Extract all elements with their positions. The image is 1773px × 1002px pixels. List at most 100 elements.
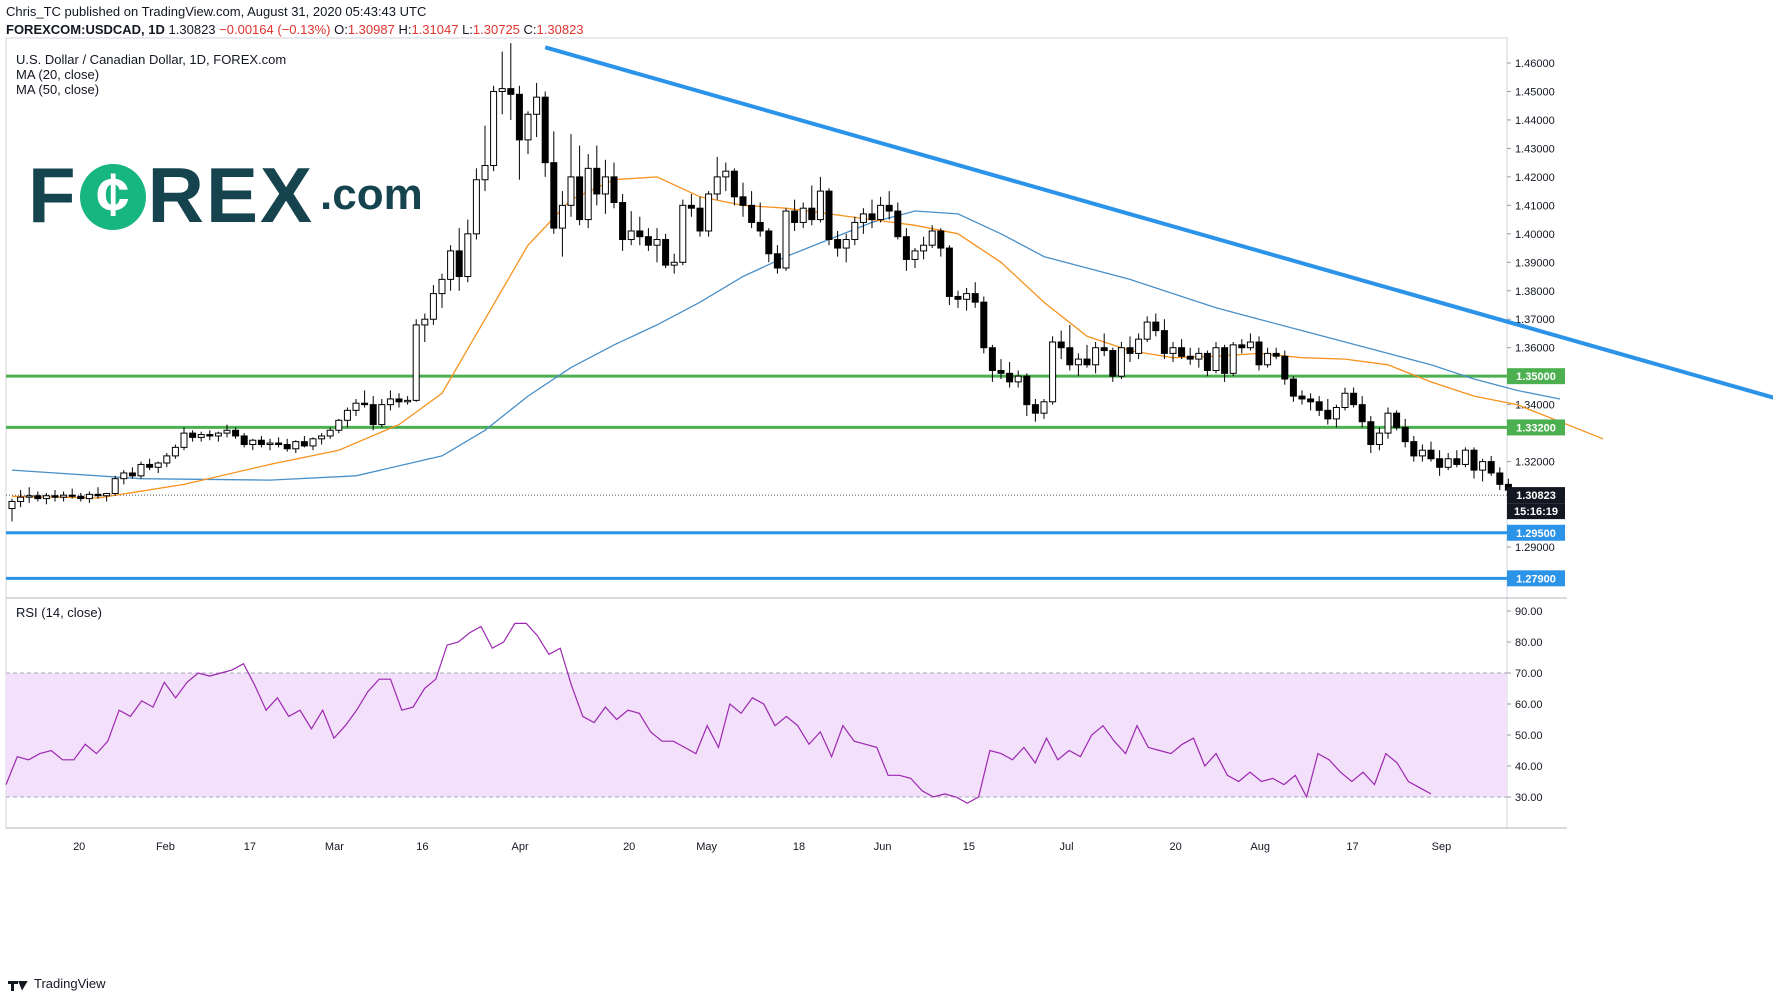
candle-body — [1203, 352, 1211, 371]
candle-body — [1160, 330, 1168, 354]
tradingview-footer[interactable]: TradingView — [8, 976, 106, 991]
candle-body — [1083, 358, 1091, 366]
rsi-tick-label: 80.00 — [1515, 637, 1543, 649]
instrument-title: U.S. Dollar / Canadian Dollar, 1D, FOREX… — [16, 52, 287, 67]
candle-body — [859, 213, 867, 223]
price-tick-label: 1.43000 — [1515, 143, 1555, 155]
rsi-tick-label: 70.00 — [1515, 668, 1543, 680]
candle-body — [240, 435, 248, 446]
candle-body — [447, 250, 455, 280]
candle-body — [343, 409, 351, 421]
time-tick-label: Mar — [325, 841, 344, 853]
candle-body — [825, 190, 833, 241]
candle-body — [51, 495, 59, 498]
candle-body — [214, 432, 222, 437]
tradingview-brand: TradingView — [34, 976, 106, 991]
candle-body — [1040, 401, 1048, 414]
candle-body — [515, 93, 523, 141]
candle-body — [300, 441, 308, 447]
candle-body — [111, 478, 119, 494]
candle-body — [1461, 449, 1469, 465]
candle-body — [395, 398, 403, 403]
candle-body — [894, 210, 902, 238]
candle-body — [885, 204, 893, 212]
candle-body — [1212, 347, 1220, 371]
low-label: L: — [462, 22, 473, 37]
candle-body — [1195, 352, 1203, 360]
candle-body — [928, 230, 936, 246]
candle-body — [1453, 458, 1461, 465]
candle-body — [1401, 426, 1409, 443]
candle-body — [773, 253, 781, 269]
candle-body — [1444, 458, 1452, 468]
candle-body — [275, 442, 283, 446]
candle-body — [687, 204, 695, 209]
publisher-line: Chris_TC published on TradingView.com, A… — [6, 4, 427, 19]
logo-rex: REX — [147, 151, 315, 239]
candle-body — [662, 239, 670, 266]
price-tick-label: 1.37000 — [1515, 314, 1555, 326]
candle-body — [421, 318, 429, 326]
rsi-legend: RSI (14, close) — [16, 605, 102, 620]
candle-body — [464, 233, 472, 278]
candle-body — [902, 236, 910, 260]
candle-body — [146, 463, 154, 468]
candle-body — [541, 96, 549, 164]
candle-body — [481, 164, 489, 181]
price-tick-label: 1.45000 — [1515, 86, 1555, 98]
price-tick-label: 1.40000 — [1515, 229, 1555, 241]
close-value: 1.30823 — [536, 22, 584, 37]
candle-body — [171, 446, 179, 457]
price-tick-label: 1.42000 — [1515, 172, 1555, 184]
forex-logo: F ¢ REX .com — [28, 156, 423, 234]
candle-body — [1324, 409, 1332, 420]
ma50-line — [11, 210, 1561, 481]
candle-body — [971, 293, 979, 303]
price-tag — [1507, 503, 1565, 520]
high-label: H: — [398, 22, 412, 37]
time-tick-label: 17 — [244, 841, 256, 853]
candle-body — [1023, 375, 1031, 406]
price-tag-label: 15:16:19 — [1514, 506, 1558, 518]
price-tag — [1507, 524, 1565, 541]
candle-body — [77, 495, 85, 500]
candle-body — [1246, 341, 1254, 349]
candle-body — [1307, 398, 1315, 403]
candle-body — [1066, 347, 1074, 366]
candle-body — [8, 500, 16, 510]
time-tick-label: Jun — [874, 841, 892, 853]
candle-body — [1074, 358, 1082, 366]
price-tick-label: 1.29000 — [1515, 542, 1555, 554]
rsi-tick-label: 40.00 — [1515, 761, 1543, 773]
candle-body — [1315, 401, 1323, 411]
time-tick-label: Sep — [1432, 841, 1452, 853]
time-tick-label: Jul — [1060, 841, 1074, 853]
low-value: 1.30725 — [472, 22, 520, 37]
candle-body — [1100, 347, 1108, 352]
candle-body — [610, 176, 618, 204]
symbol: FOREXCOM:USDCAD, 1D — [6, 22, 165, 37]
candle-body — [60, 494, 68, 498]
candle-body — [920, 244, 928, 252]
candle-body — [1470, 449, 1478, 471]
candle-body — [1255, 341, 1263, 366]
logo-o-coin-icon: ¢ — [79, 161, 146, 230]
candle-body — [25, 495, 33, 498]
candle-body — [1496, 472, 1504, 485]
rsi-band — [6, 673, 1507, 797]
candle-body — [34, 495, 42, 500]
candle-body — [163, 455, 171, 464]
candle-body — [679, 204, 687, 263]
candle-body — [937, 230, 945, 249]
candle-body — [1143, 321, 1151, 340]
candle-body — [1341, 392, 1349, 408]
price-tag — [1507, 570, 1565, 587]
candle-body — [318, 435, 326, 440]
candle-body — [206, 434, 214, 437]
price-tick-label: 1.44000 — [1515, 115, 1555, 127]
time-tick-label: Feb — [156, 841, 175, 853]
open-label: O: — [334, 22, 348, 37]
rsi-line — [5, 622, 1432, 804]
candle-body — [1238, 344, 1246, 349]
